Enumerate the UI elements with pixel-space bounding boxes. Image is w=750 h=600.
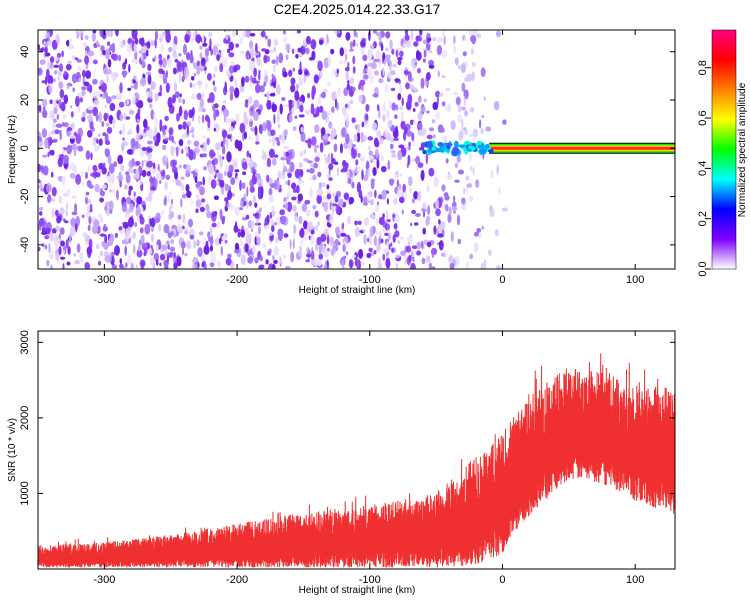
colorbar-tick-label: 0.8 (697, 60, 709, 75)
colorbar-tick-label: 0.4 (697, 161, 709, 176)
snr-xtick-label: -300 (93, 574, 115, 586)
colorbar: 0.0 0.2 0.4 0.6 0.8 Normalized spectral ampli… (697, 29, 748, 277)
signal-band-core (489, 146, 675, 150)
colorbar-tick-label: 0.6 (697, 110, 709, 125)
snr-x-axis-label: Height of straight line (km) (299, 585, 416, 596)
colorbar-label: Normalized spectral amplitude (737, 82, 748, 217)
spectrogram-xtick-label: 0 (499, 274, 505, 286)
spectrogram-frame (37, 29, 676, 270)
spectrogram-x-axis-label: Height of straight line (km) (299, 285, 416, 296)
spectrogram-ytick-label: 20 (19, 94, 31, 106)
colorbar-tick-label: 0.0 (697, 261, 709, 276)
signal-line (422, 139, 675, 157)
snr-xtick-label: -200 (226, 574, 248, 586)
snr-panel: -300 -200 -100 0 100 1000 2000 3000 Height of st… (7, 330, 676, 596)
spectrogram-noise (38, 30, 508, 269)
snr-xtick-label: 0 (499, 574, 505, 586)
colorbar-tick-label: 0.2 (697, 211, 709, 226)
snr-ytick-label: 1000 (19, 481, 31, 505)
spectrogram-xtick-label: -200 (226, 274, 248, 286)
spectrogram-ytick-label: 0 (19, 145, 31, 151)
snr-y-axis-label: SNR (10 * v/v) (7, 418, 18, 482)
spectrogram-y-axis-label: Frequency (Hz) (7, 115, 18, 184)
snr-ytick-label: 3000 (19, 330, 31, 354)
spectrogram-ytick-label: 40 (19, 46, 31, 58)
figure-title: C2E4.2025.014.22.33.G17 (274, 1, 441, 17)
snr-series-line (38, 353, 675, 568)
spectrogram-ytick-label: -20 (19, 189, 31, 205)
colorbar-gradient (711, 29, 737, 270)
spectrogram-ytick-label: -40 (19, 237, 31, 253)
snr-ytick-label: 2000 (19, 406, 31, 430)
snr-xtick-label: 100 (626, 574, 644, 586)
snr-frame (37, 330, 676, 570)
spectrogram-xtick-label: -100 (359, 274, 381, 286)
snr-xtick-label: -100 (359, 574, 381, 586)
spectrogram-xtick-label: -300 (93, 274, 115, 286)
spectrogram-xtick-label: 100 (626, 274, 644, 286)
